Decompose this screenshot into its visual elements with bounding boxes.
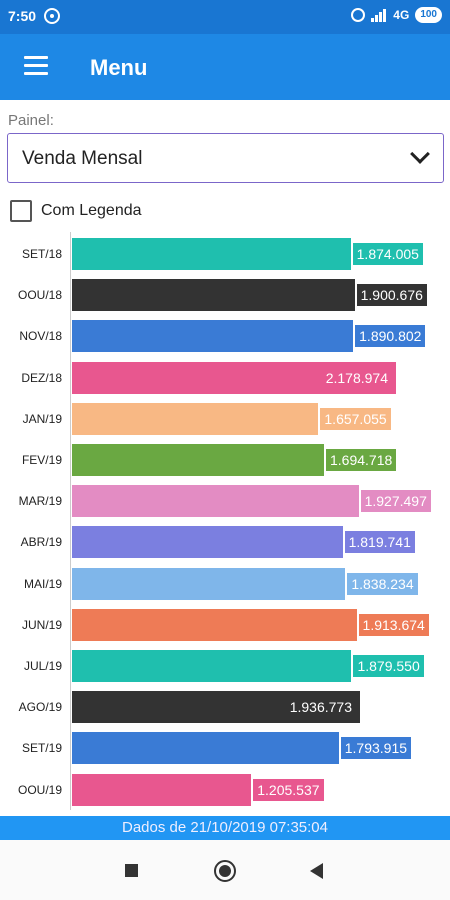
- category-label: MAI/19: [23, 576, 62, 591]
- bar-value-label: 1.890.802: [355, 325, 426, 348]
- bar-value-label: 2.178.974: [325, 369, 388, 386]
- chart-bar[interactable]: [72, 444, 324, 476]
- chart-bar[interactable]: [72, 608, 357, 641]
- back-icon[interactable]: [310, 863, 323, 879]
- category-label: JAN/19: [22, 411, 62, 426]
- hamburger-menu-icon[interactable]: [24, 56, 48, 76]
- bar-value-label: 1.900.676: [356, 284, 427, 307]
- category-label: DEZ/18: [21, 370, 62, 385]
- monthly-sales-chart: SET/18 1.874.005 OOU/18 1.900.676 NOV/18 1.89…: [0, 232, 450, 812]
- chart-bar[interactable]: [72, 485, 359, 518]
- bar-value-label: 1.793.915: [340, 737, 412, 760]
- legend-checkbox[interactable]: [10, 200, 32, 222]
- home-icon[interactable]: [214, 860, 236, 882]
- category-label: MAR/19: [18, 494, 62, 509]
- bar-value-label: 1.205.537: [253, 778, 324, 801]
- android-nav-bar: [0, 840, 450, 900]
- bar-value-label: 1.838.234: [347, 572, 418, 595]
- bar-value-label: 1.936.773: [289, 699, 352, 716]
- bar-value-label: 1.694.718: [325, 449, 397, 471]
- signal-icon: [371, 8, 387, 22]
- category-label: NOV/18: [19, 329, 62, 344]
- alarm-icon: [351, 8, 366, 22]
- category-label: AGO/19: [18, 700, 62, 715]
- chart-bar[interactable]: [72, 279, 355, 312]
- chart-bar[interactable]: [72, 361, 396, 394]
- page-title: Menu: [90, 55, 148, 80]
- whatsapp-icon: [44, 8, 60, 24]
- legend-checkbox-row[interactable]: Com Legenda: [10, 199, 142, 223]
- chart-axis: [70, 232, 71, 810]
- bar-value-label: 1.927.497: [360, 490, 431, 513]
- legend-checkbox-label: Com Legenda: [41, 202, 142, 219]
- chart-bar[interactable]: [72, 691, 360, 724]
- panel-select-value: Venda Mensal: [22, 148, 143, 169]
- chart-bar[interactable]: [72, 773, 252, 806]
- data-timestamp-footer: Dados de 21/10/2019 07:35:04: [0, 816, 450, 840]
- network-type: 4G: [393, 8, 410, 22]
- bar-value-label: 1.879.550: [353, 655, 424, 677]
- status-icons: 4G 100: [351, 7, 442, 23]
- bar-value-label: 1.657.055: [320, 407, 391, 430]
- category-label: OOU/19: [17, 782, 62, 797]
- chart-bar[interactable]: [72, 526, 343, 559]
- bar-value-label: 1.874.005: [352, 243, 423, 265]
- battery-icon: 100: [415, 7, 442, 23]
- recent-apps-icon[interactable]: [125, 864, 138, 877]
- category-label: OOU/18: [17, 288, 62, 303]
- category-label: SET/18: [21, 247, 62, 261]
- category-label: FEV/19: [21, 453, 62, 467]
- chart-bar[interactable]: [72, 320, 354, 353]
- status-bar: 7:50 4G 100: [0, 0, 450, 34]
- chart-bar[interactable]: [72, 567, 346, 600]
- app-bar: Menu: [0, 34, 450, 100]
- bar-value-label: 1.913.674: [358, 613, 429, 636]
- status-time: 7:50: [8, 8, 37, 24]
- chart-bar[interactable]: [72, 732, 339, 765]
- category-label: JUN/19: [21, 617, 62, 632]
- category-label: ABR/19: [20, 535, 62, 550]
- chart-bar[interactable]: [72, 402, 319, 435]
- bar-value-label: 1.819.741: [344, 531, 415, 554]
- category-label: JUL/19: [23, 659, 62, 673]
- chevron-down-icon: [410, 144, 430, 164]
- chart-bar[interactable]: [72, 650, 352, 682]
- category-label: SET/19: [21, 741, 62, 756]
- chart-bar[interactable]: [72, 238, 351, 270]
- panel-select[interactable]: Venda Mensal: [7, 133, 444, 183]
- painel-label: Painel:: [8, 112, 54, 129]
